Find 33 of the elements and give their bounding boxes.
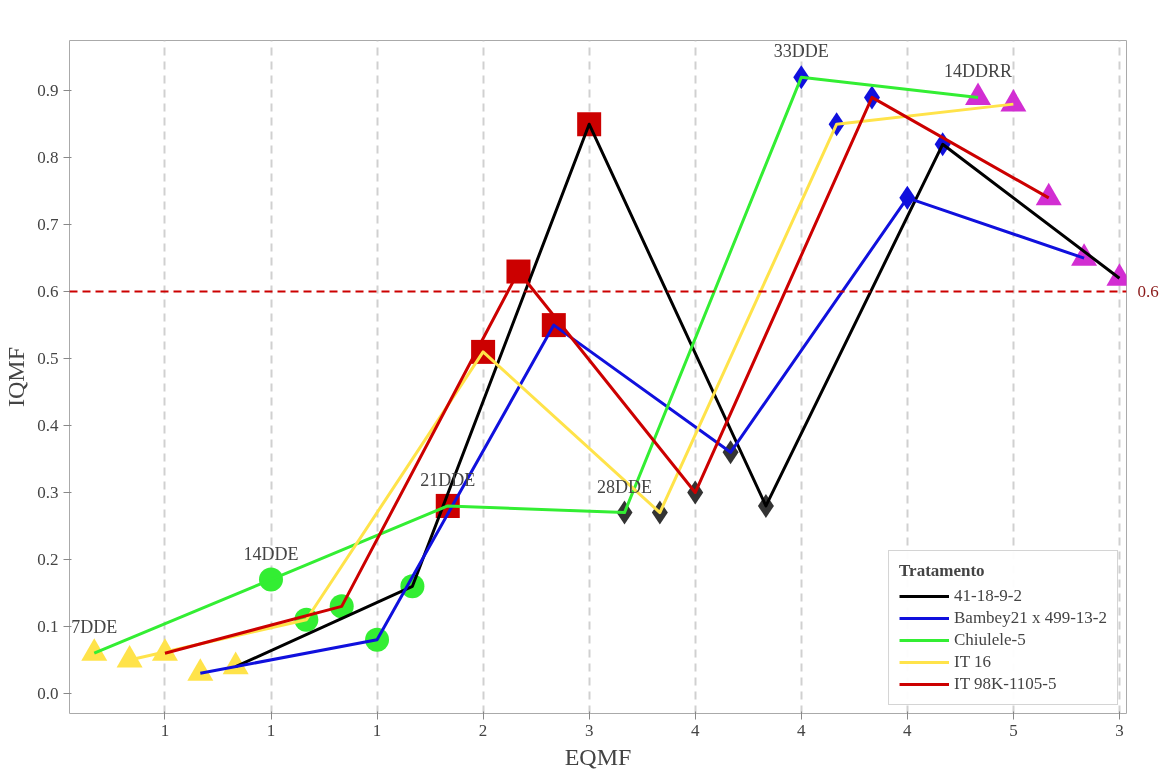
legend-title: Tratamento bbox=[899, 561, 986, 581]
annotation: 33DDE bbox=[773, 41, 829, 62]
x-tick-label: 4 bbox=[797, 720, 807, 740]
y-tick-label: 0.5 bbox=[37, 349, 59, 369]
y-tick-label: 0.7 bbox=[37, 215, 59, 235]
y-tick-label: 0.6 bbox=[37, 282, 59, 302]
legend-label: IT 98K-1105-5 bbox=[954, 674, 1057, 694]
annotation: 14DDRR bbox=[944, 61, 1013, 82]
y-tick-label: 0.2 bbox=[37, 549, 59, 569]
y-tick-label: 0.4 bbox=[37, 416, 59, 436]
y-axis-title: IQMF bbox=[3, 346, 30, 408]
x-tick-label: 3 bbox=[1115, 720, 1124, 740]
x-tick-label: 1 bbox=[160, 720, 170, 740]
x-axis-title: EQMF bbox=[564, 743, 632, 770]
annotation: 7DDE bbox=[71, 617, 118, 638]
y-tick-label: 0.8 bbox=[37, 148, 59, 168]
x-tick-label: 5 bbox=[1009, 720, 1018, 740]
y-tick-label: 0.9 bbox=[37, 81, 59, 101]
legend-label: 41-18-9-2 bbox=[954, 586, 1022, 606]
x-tick-label: 4 bbox=[903, 720, 913, 740]
legend-label: Bambey21 x 499-13-2 bbox=[954, 608, 1107, 628]
annotation: 14DDE bbox=[243, 543, 299, 564]
legend-label: IT 16 bbox=[954, 652, 992, 672]
x-tick-label: 2 bbox=[478, 720, 488, 740]
legend-label: Chiulele-5 bbox=[954, 630, 1026, 650]
y-tick-label: 0.3 bbox=[37, 483, 59, 503]
ref-line-label: 0.6 bbox=[1137, 282, 1159, 302]
x-tick-label: 1 bbox=[372, 720, 382, 740]
x-tick-label: 4 bbox=[690, 720, 700, 740]
y-tick-label: 0.0 bbox=[37, 683, 59, 703]
y-tick-label: 0.1 bbox=[37, 616, 59, 636]
x-tick-label: 3 bbox=[584, 720, 594, 740]
x-tick-label: 1 bbox=[266, 720, 276, 740]
